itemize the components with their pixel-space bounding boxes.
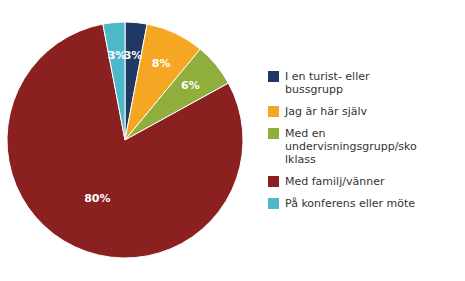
data-labels: 3% 8% 6% 80% 3% xyxy=(84,49,200,205)
legend-swatch xyxy=(268,176,279,187)
legend-swatch xyxy=(268,71,279,82)
legend-label: På konferens eller möte xyxy=(285,197,415,210)
legend-swatch xyxy=(268,198,279,209)
chart-container: 3% 8% 6% 80% 3% I en turist- ellerbussgrupp Ja… xyxy=(0,0,465,281)
pie xyxy=(7,22,243,258)
data-label: 3% xyxy=(124,49,143,62)
legend: I en turist- ellerbussgrupp Jag är här sj… xyxy=(268,70,417,210)
legend-label: Jag är här själv xyxy=(284,105,368,118)
pie-slice xyxy=(103,22,125,140)
data-label: 3% xyxy=(108,49,127,62)
legend-label: Med enundervisningsgrupp/skolklass xyxy=(285,127,417,166)
data-label: 6% xyxy=(181,79,200,92)
legend-swatch xyxy=(268,106,279,117)
pie-slice xyxy=(7,24,243,258)
chart: 3% 8% 6% 80% 3% I en turist- ellerbussgrupp Ja… xyxy=(0,0,465,281)
data-label: 80% xyxy=(84,192,110,205)
legend-label: Med familj/vänner xyxy=(285,175,385,188)
data-label: 8% xyxy=(152,57,171,70)
legend-label: I en turist- ellerbussgrupp xyxy=(285,70,370,96)
legend-swatch xyxy=(268,128,279,139)
